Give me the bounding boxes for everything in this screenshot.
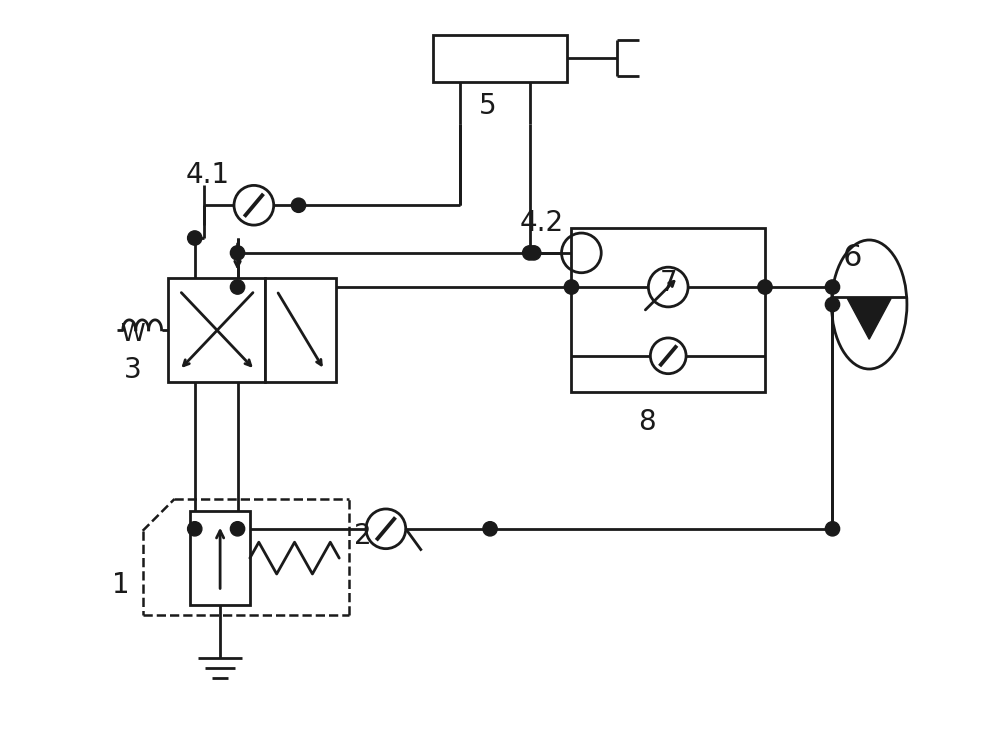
Circle shape bbox=[825, 298, 840, 312]
Circle shape bbox=[230, 522, 245, 536]
Text: 4.1: 4.1 bbox=[185, 162, 229, 189]
Circle shape bbox=[825, 280, 840, 294]
Circle shape bbox=[758, 280, 772, 294]
Circle shape bbox=[564, 280, 579, 294]
Circle shape bbox=[230, 246, 245, 260]
Circle shape bbox=[188, 231, 202, 245]
Circle shape bbox=[523, 246, 537, 260]
Text: 7: 7 bbox=[660, 269, 678, 297]
Circle shape bbox=[291, 198, 306, 212]
Polygon shape bbox=[847, 298, 891, 339]
Text: 2: 2 bbox=[354, 522, 372, 550]
Bar bbox=[190, 511, 250, 605]
Bar bbox=[571, 228, 765, 392]
Circle shape bbox=[825, 522, 840, 536]
Circle shape bbox=[527, 246, 541, 260]
Text: 8: 8 bbox=[638, 407, 656, 436]
Text: 3: 3 bbox=[124, 356, 142, 384]
Bar bbox=[433, 35, 567, 82]
Text: W: W bbox=[120, 322, 145, 347]
Circle shape bbox=[483, 522, 497, 536]
Bar bbox=[265, 278, 336, 382]
Text: 5: 5 bbox=[479, 92, 497, 120]
Circle shape bbox=[230, 280, 245, 294]
Circle shape bbox=[188, 522, 202, 536]
Bar bbox=[168, 278, 265, 382]
Text: 4.2: 4.2 bbox=[520, 209, 564, 237]
Text: 6: 6 bbox=[843, 243, 862, 272]
Text: 1: 1 bbox=[112, 571, 130, 600]
